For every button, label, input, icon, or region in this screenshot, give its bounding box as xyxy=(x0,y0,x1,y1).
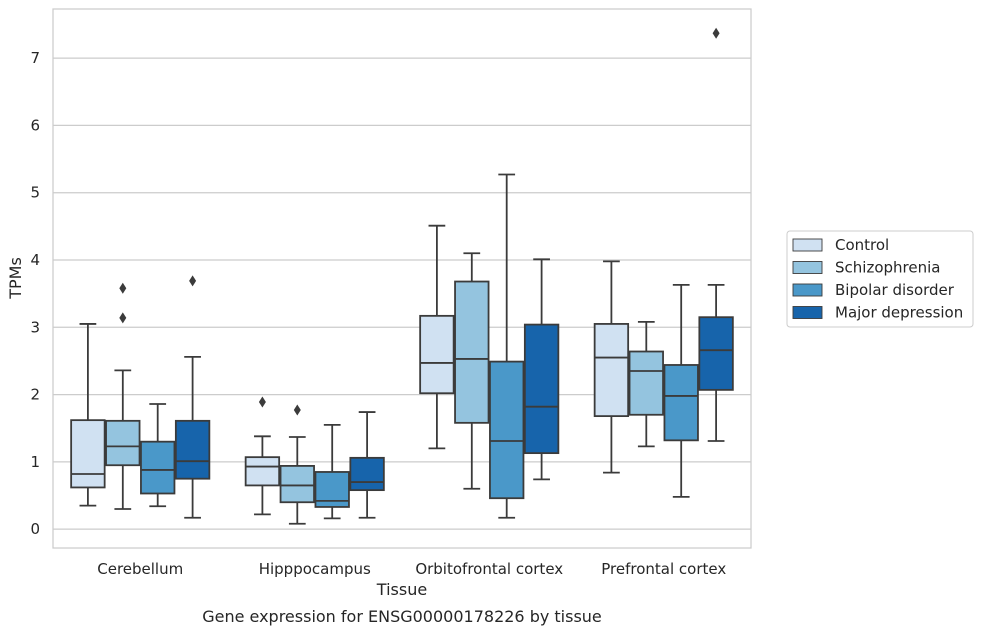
box-group xyxy=(698,27,734,442)
box xyxy=(523,323,560,455)
box-group xyxy=(489,173,525,519)
box-group xyxy=(314,423,350,520)
figure-caption: Gene expression for ENSG00000178226 by t… xyxy=(202,607,602,626)
box-group xyxy=(593,260,630,474)
legend-label: Schizophrenia xyxy=(835,259,940,277)
box xyxy=(349,456,385,492)
legend-swatch xyxy=(792,261,823,274)
legend-swatch xyxy=(792,238,823,252)
box-group xyxy=(140,403,176,508)
box-group xyxy=(279,404,315,525)
legend-swatch xyxy=(792,306,823,319)
legend-frame xyxy=(786,230,974,328)
box-group xyxy=(244,396,281,516)
legend-label: Bipolar disorder xyxy=(835,281,955,299)
y-tick-label: 2 xyxy=(30,386,40,404)
outlier-point xyxy=(258,396,266,408)
outlier-point xyxy=(119,312,127,324)
box xyxy=(593,323,630,418)
box-group xyxy=(349,411,385,519)
legend-swatch xyxy=(792,283,823,297)
box xyxy=(70,419,106,489)
y-tick-label: 7 xyxy=(30,49,40,67)
box xyxy=(174,419,211,480)
y-tick-labels: 0 1 2 3 4 5 6 7 xyxy=(30,49,40,538)
box xyxy=(419,314,455,395)
box-group xyxy=(523,258,560,481)
box-group xyxy=(628,321,664,448)
x-axis-label: Tissue xyxy=(376,580,427,599)
box xyxy=(663,364,699,442)
outlier-point xyxy=(189,275,197,287)
box-layer xyxy=(70,27,734,525)
box xyxy=(279,465,315,504)
box xyxy=(244,456,281,487)
x-tick-label: Prefrontal cortex xyxy=(601,560,726,578)
y-tick-label: 3 xyxy=(30,318,40,336)
x-tick-labels: Cerebellum Hipppocampus Orbitofrontal cort… xyxy=(97,560,726,578)
box xyxy=(489,360,525,500)
box-group xyxy=(419,224,455,450)
box-group xyxy=(174,275,211,519)
box xyxy=(698,316,734,391)
x-tick-label: Hipppocampus xyxy=(259,560,371,578)
plot-frame xyxy=(52,8,752,549)
box xyxy=(140,440,176,495)
box xyxy=(105,419,141,467)
y-tick-label: 1 xyxy=(30,453,40,471)
legend-label: Major depression xyxy=(835,304,963,322)
y-tick-label: 4 xyxy=(30,251,40,269)
box-group xyxy=(70,323,106,507)
outlier-point xyxy=(712,27,720,39)
x-tick-label: Cerebellum xyxy=(97,560,183,578)
box-group xyxy=(105,282,141,510)
x-tick-label: Orbitofrontal cortex xyxy=(415,560,563,578)
box-group xyxy=(454,252,490,490)
outlier-point xyxy=(293,404,301,416)
legend: Control Schizophrenia Bipolar disorder Majo… xyxy=(786,230,974,328)
y-tick-label: 6 xyxy=(30,116,40,134)
y-tick-label: 5 xyxy=(30,184,40,202)
box xyxy=(454,280,490,424)
legend-label: Control xyxy=(835,236,889,254)
outlier-point xyxy=(119,282,127,294)
y-axis-label: TPMs xyxy=(6,257,25,300)
y-tick-label: 0 xyxy=(30,520,40,538)
box xyxy=(628,350,664,416)
box-group xyxy=(663,283,699,498)
